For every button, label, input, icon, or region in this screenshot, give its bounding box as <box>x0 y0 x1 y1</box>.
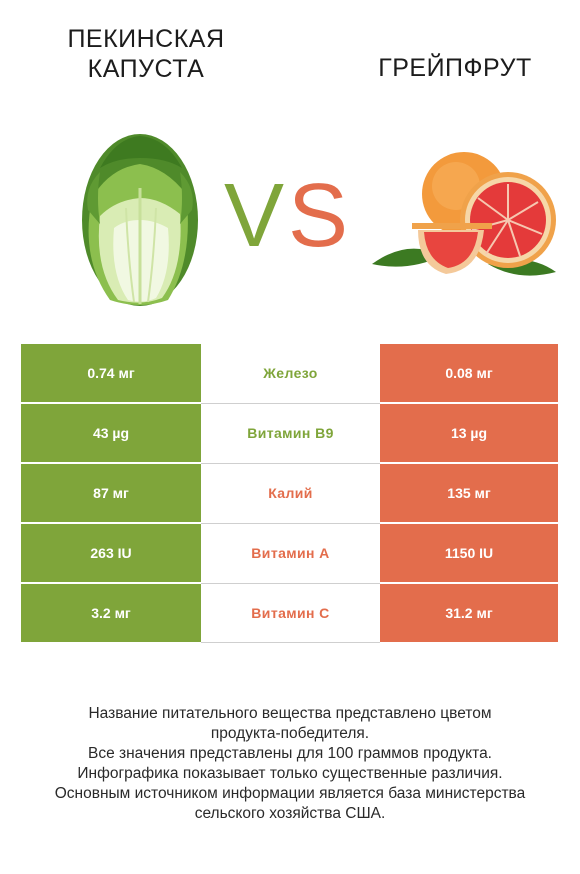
left-value: 3.2 мг <box>21 583 201 642</box>
table-row: 263 IU Витамин A 1150 IU <box>21 523 558 584</box>
nutrient-name: Калий <box>201 463 380 524</box>
footer-line: Все значения представлены для 100 граммо… <box>20 744 560 764</box>
footer-text: Все значения представлены для <box>88 745 328 762</box>
table-row: 43 µg Витамин B9 13 µg <box>21 403 558 464</box>
right-value: 1150 IU <box>380 523 558 584</box>
right-value: 13 µg <box>380 403 558 464</box>
vs-label: V S <box>224 166 348 260</box>
svg-text:V: V <box>224 166 284 260</box>
nutrient-name: Железо <box>201 344 380 404</box>
right-food-title: грейпфрут <box>378 54 532 82</box>
footer-line: сельского хозяйства США. <box>194 805 386 822</box>
nutrient-name: Витамин B9 <box>201 403 380 464</box>
footer-notes: Название питательного вещества представл… <box>20 704 560 824</box>
table-row: 3.2 мг Витамин C 31.2 мг <box>21 583 558 643</box>
footer-line: продукта-победителя. <box>210 725 370 742</box>
right-value: 135 мг <box>380 463 558 524</box>
right-value: 31.2 мг <box>380 583 558 642</box>
grapefruit-image <box>372 152 556 276</box>
footer-line: Название питательного вещества представл… <box>88 705 492 722</box>
svg-text:S: S <box>288 166 348 260</box>
chinese-cabbage-image <box>82 134 198 306</box>
left-value: 0.74 мг <box>21 344 201 404</box>
comparison-table: 0.74 мг Железо 0.08 мг 43 µg Витамин B9 13 µg… <box>21 344 558 643</box>
left-food-title: Пекинская капуста <box>67 25 225 83</box>
footer-text: 100 <box>327 745 354 762</box>
nutrient-name: Витамин C <box>201 583 380 643</box>
table-row: 0.74 мг Железо 0.08 мг <box>21 344 558 404</box>
left-value: 87 мг <box>21 463 201 524</box>
table-row: 87 мг Калий 135 мг <box>21 463 558 524</box>
footer-line: Основным источником информации является … <box>54 785 526 802</box>
left-value: 43 µg <box>21 403 201 464</box>
left-value: 263 IU <box>21 523 201 584</box>
right-value: 0.08 мг <box>380 344 558 404</box>
nutrient-name: Витамин A <box>201 523 380 584</box>
footer-text: граммов продукта. <box>353 745 492 762</box>
footer-line: Инфографика показывает только существенн… <box>77 765 503 782</box>
